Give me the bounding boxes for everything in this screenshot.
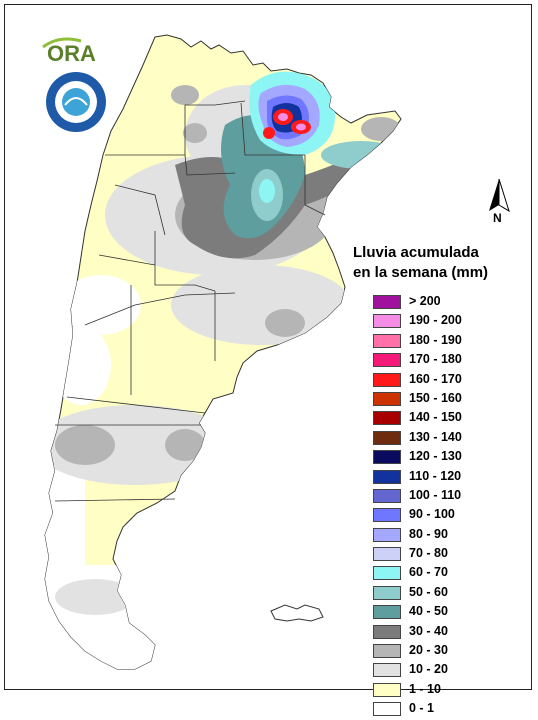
legend-label: 70 - 80: [409, 546, 448, 561]
legend-label: 180 - 190: [409, 332, 462, 347]
legend-label: 50 - 60: [409, 584, 448, 599]
legend-label: 150 - 160: [409, 390, 462, 405]
legend-swatch: [373, 333, 401, 348]
legend-label: 10 - 20: [409, 662, 448, 677]
legend-label: 20 - 30: [409, 643, 448, 658]
legend-label: 100 - 110: [409, 487, 462, 502]
legend-swatch: [373, 585, 401, 600]
legend-swatch: [373, 469, 401, 484]
svg-text:ORA: ORA: [47, 41, 96, 66]
legend-swatch: [373, 295, 401, 309]
legend-swatch: [373, 353, 401, 368]
legend-swatch: [373, 391, 401, 406]
legend-title: Lluvia acumulada en la semana (mm): [353, 243, 533, 283]
legend-label: 140 - 150: [409, 410, 462, 425]
ora-logo: ORA: [42, 37, 96, 66]
legend-swatch: [373, 372, 401, 387]
legend-label: 40 - 50: [409, 604, 448, 619]
legend-swatch: [373, 527, 401, 542]
legend-swatch: [373, 624, 401, 639]
argentina-rainfall-map: [44, 34, 402, 670]
legend-label: 130 - 140: [409, 429, 462, 444]
north-label: N: [493, 211, 502, 225]
map-frame: ORA N Lluvia acumulada en la semana (mm)…: [4, 4, 533, 717]
legend-swatch: [373, 702, 401, 717]
legend-swatch: [373, 605, 401, 620]
legend-label: 110 - 120: [409, 468, 462, 483]
legend-label: 90 - 100: [409, 507, 455, 522]
legend-label: 160 - 170: [409, 371, 462, 386]
legend-label: 80 - 90: [409, 526, 448, 541]
legend-swatch: [373, 682, 401, 697]
legend-swatch: [373, 547, 401, 562]
legend-swatch: [373, 430, 401, 445]
legend-title-line2: en la semana (mm): [353, 264, 489, 281]
legend-label: 30 - 40: [409, 623, 448, 638]
legend-swatch: [373, 566, 401, 581]
legend-swatch: [373, 663, 401, 678]
legend-label: 170 - 180: [409, 352, 462, 367]
legend-swatch: [373, 488, 401, 503]
legend-label: 190 - 200: [409, 313, 462, 328]
legend-swatch: [373, 450, 401, 465]
legend-label: 1 - 10: [409, 681, 441, 696]
legend-swatch: [373, 508, 401, 523]
smn-seal: [46, 72, 106, 132]
legend-label: 0 - 1: [409, 701, 435, 716]
legend-swatch: [373, 314, 401, 329]
legend-label: 120 - 130: [409, 449, 462, 464]
legend-title-line1: Lluvia acumulada: [353, 244, 479, 261]
legend-label: > 200: [409, 294, 441, 308]
north-arrow-icon: [489, 178, 510, 213]
legend-swatch: [373, 411, 401, 426]
legend-swatch: [373, 644, 401, 659]
legend-label: 60 - 70: [409, 565, 448, 580]
